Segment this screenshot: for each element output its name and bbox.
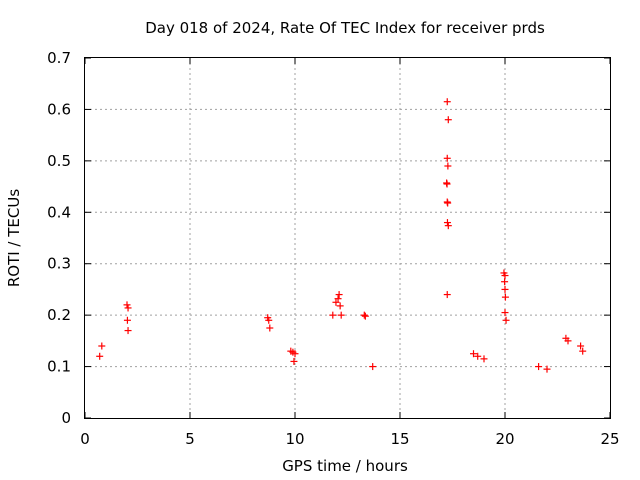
data-point [444,199,452,207]
data-point [480,355,488,363]
data-point [501,272,509,280]
data-point [501,309,509,317]
data-point [501,293,509,301]
data-point [361,312,369,320]
data-point [443,291,451,299]
y-tick-label: 0 [61,409,71,427]
y-axis-label: ROTI / TECUs [5,189,23,287]
x-tick-label: 25 [600,430,619,448]
data-point [265,316,273,324]
data-point [501,278,509,286]
x-tick-label: 20 [495,430,514,448]
data-point [332,298,340,306]
data-point [474,352,482,360]
x-tick-label: 0 [80,430,90,448]
y-tick-label: 0.2 [47,306,71,324]
data-point [444,116,452,124]
data-point [443,180,451,188]
y-tick-label: 0.6 [47,100,71,118]
data-point [444,222,452,230]
data-point [124,304,132,312]
data-point [502,316,510,324]
x-tick-label: 10 [285,430,304,448]
data-point [98,342,106,350]
data-point [369,363,377,371]
data-point [443,219,451,227]
data-point [543,365,551,373]
data-point [535,363,543,371]
gridlines [85,58,610,418]
data-point [335,291,343,299]
data-point [564,337,572,345]
data-point [579,347,587,355]
chart-title: Day 018 of 2024, Rate Of TEC Index for r… [145,19,545,37]
data-point [96,352,104,360]
data-point [336,302,344,310]
data-point [470,350,477,358]
data-points [96,98,587,373]
data-point [334,295,342,303]
data-point [443,98,451,106]
y-tick-label: 0.4 [47,203,71,221]
y-tick-label: 0.1 [47,358,71,376]
plot-frame [84,57,611,419]
data-point [266,324,274,332]
data-point [123,316,131,324]
data-point [501,285,509,293]
data-point [123,301,131,309]
data-point [577,342,585,350]
data-point [444,162,452,170]
data-point [443,154,451,162]
data-point [290,357,298,365]
data-point [329,311,337,319]
y-tick-label: 0.7 [47,49,71,67]
data-point [124,327,132,335]
x-tick-label: 5 [185,430,195,448]
data-point [360,311,368,319]
x-tick-label: 15 [390,430,409,448]
data-point [291,350,299,358]
y-tick-label: 0.3 [47,255,71,273]
axis-ticks: 0 5 10 15 20 25 0 0.1 0.2 0.3 0.4 0.5 0.6 0.7 [47,49,619,448]
x-axis-label: GPS time / hours [282,457,408,475]
data-point [337,311,345,319]
y-tick-label: 0.5 [47,152,71,170]
